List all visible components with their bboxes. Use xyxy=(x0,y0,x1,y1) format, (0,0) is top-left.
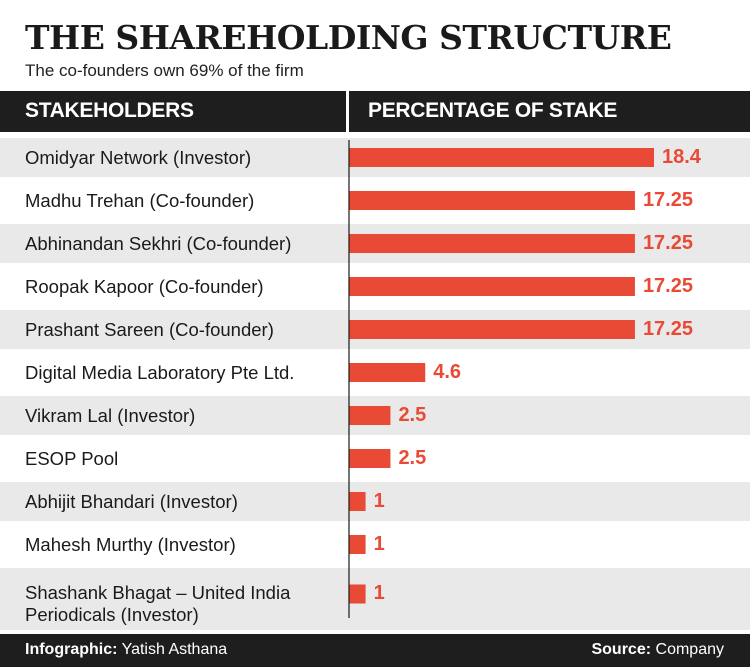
category-label: Digital Media Laboratory Pte Ltd. xyxy=(25,361,295,383)
value-label: 1 xyxy=(373,582,385,604)
source-label: Source: xyxy=(591,641,652,658)
category-label: Abhinandan Sekhri (Co-founder) xyxy=(25,232,292,254)
bar xyxy=(349,277,635,296)
bar xyxy=(349,148,654,167)
chart-title: THE SHAREHOLDING STRUCTURE xyxy=(25,18,672,57)
bar xyxy=(349,234,635,253)
header-stakeholders: STAKEHOLDERS xyxy=(25,99,194,122)
bar xyxy=(349,191,635,210)
category-label: Abhijit Bhandari (Investor) xyxy=(25,490,238,512)
value-label: 4.6 xyxy=(433,360,462,383)
category-label: Mahesh Murthy (Investor) xyxy=(25,533,236,555)
value-label: 2.5 xyxy=(398,403,427,426)
chart-subtitle: The co-founders own 69% of the firm xyxy=(25,61,304,80)
value-label: 18.4 xyxy=(662,145,701,168)
credit: Infographic: Yatish Asthana xyxy=(25,641,227,659)
category-label: Omidyar Network (Investor) xyxy=(25,146,252,168)
value-label: 17.25 xyxy=(642,317,693,340)
category-label: ESOP Pool xyxy=(25,447,119,469)
bar xyxy=(349,584,366,604)
value-label: 17.25 xyxy=(642,188,693,211)
row-stripe xyxy=(0,568,750,630)
header-percentage: PERCENTAGE OF STAKE xyxy=(368,99,618,122)
value-label: 2.5 xyxy=(398,446,427,469)
bar xyxy=(349,492,366,511)
bar xyxy=(349,320,635,339)
credit-name: Yatish Asthana xyxy=(121,641,228,658)
footer: Infographic: Yatish Asthana Source: Comp… xyxy=(0,634,750,667)
source: Source: Company xyxy=(591,641,724,659)
category-label: Prashant Sareen (Co-founder) xyxy=(25,318,274,340)
bar xyxy=(349,449,391,468)
bar xyxy=(349,535,366,554)
header-divider xyxy=(346,91,349,132)
bar-chart-svg xyxy=(348,140,654,618)
bar-chart: Omidyar Network (Investor) 18.4 Madhu Treh… xyxy=(0,136,750,632)
value-label: 1 xyxy=(373,489,385,512)
row-stripe xyxy=(0,482,750,521)
category-label: Madhu Trehan (Co-founder) xyxy=(25,189,255,211)
table-header: STAKEHOLDERS PERCENTAGE OF STAKE xyxy=(0,91,750,132)
value-label: 17.25 xyxy=(642,274,693,297)
value-label: 17.25 xyxy=(642,231,693,254)
value-label: 1 xyxy=(373,532,385,555)
source-name: Company xyxy=(655,641,724,658)
category-label: Shashank Bhagat – United India Periodica… xyxy=(25,582,291,625)
category-label: Roopak Kapoor (Co-founder) xyxy=(25,275,264,297)
bar xyxy=(349,406,391,425)
credit-label: Infographic: xyxy=(25,641,118,658)
category-label: Vikram Lal (Investor) xyxy=(25,404,196,426)
bar xyxy=(349,363,426,382)
